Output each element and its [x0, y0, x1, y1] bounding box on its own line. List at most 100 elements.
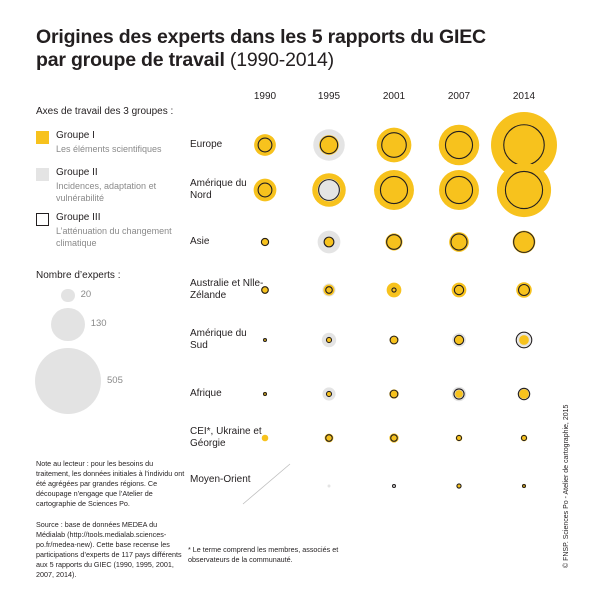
circle-europe-1990-groupe-3 [257, 137, 273, 153]
circle-amerique-du-nord-2001-groupe-1 [374, 170, 414, 210]
circle-afrique-1990-groupe-3 [262, 391, 268, 397]
circle-asie-2001-groupe-3 [386, 234, 402, 250]
circle-amerique-du-nord-2007-groupe-3 [444, 175, 474, 205]
circle-afrique-2007-groupe-3 [453, 388, 465, 400]
circle-amerique-du-nord-1990-groupe-1 [253, 178, 277, 202]
circle-asie-1990-groupe-3 [260, 237, 270, 247]
circle-moyen-orient-2007-groupe-3 [456, 483, 462, 489]
title-line-2-bold: par groupe de travail [36, 49, 225, 71]
circle-australie-et-nlle-zelande-2007-groupe-3 [453, 284, 465, 296]
circle-amerique-du-nord-1995-groupe-3 [318, 179, 340, 201]
legend-item-description: L’atténuation du changement climatique [56, 226, 172, 248]
circle-amerique-du-nord-2001-groupe-3 [379, 175, 409, 205]
source-note: Source : base de données MEDEA du Médial… [36, 520, 182, 579]
size-legend-label-505: 505 [107, 375, 123, 386]
size-legend-label-20: 20 [80, 289, 92, 301]
circle-amerique-du-sud-1995-groupe-3 [325, 336, 333, 344]
circle-australie-et-nlle-zelande-2001-groupe-3 [391, 287, 397, 293]
circle-afrique-2001-groupe-1 [389, 389, 399, 399]
circle-moyen-orient-2001-groupe-3 [391, 483, 397, 489]
circle-europe-1995-groupe-3 [319, 135, 339, 155]
size-legend-label-130: 130 [90, 318, 107, 330]
circle-asie-1995-groupe-3 [323, 236, 335, 248]
circle-afrique-2014-groupe-3 [517, 387, 531, 401]
circle-australie-et-nlle-zelande-1995-groupe-1 [323, 284, 335, 296]
region-label-australie-et-nlle-zelande: Australie et Nlle-Zélande [190, 278, 264, 301]
circle-afrique-2014-groupe-1 [519, 389, 529, 399]
circle-australie-et-nlle-zelande-2014-groupe-3 [517, 283, 531, 297]
year-label-2007: 2007 [447, 91, 471, 102]
circle-moyen-orient-2007-groupe-1 [456, 483, 462, 489]
circle-amerique-du-sud-1995-groupe-1 [326, 337, 332, 343]
circle-afrique-1995-groupe-1 [326, 391, 332, 397]
circle-amerique-du-sud-2014-groupe-1 [519, 335, 529, 345]
circle-australie-et-nlle-zelande-1995-groupe-3 [325, 286, 333, 294]
circle-amerique-du-nord-2007-groupe-1 [439, 170, 479, 210]
legend-item-name: Groupe III [56, 212, 101, 223]
title-line-1: Origines des experts dans les 5 rapports… [36, 26, 486, 48]
circle-australie-et-nlle-zelande-1990-groupe-3 [261, 286, 269, 294]
region-label-amerique-du-sud: Amérique du Sud [190, 328, 247, 351]
year-label-2014: 2014 [512, 91, 536, 102]
circle-australie-et-nlle-zelande-2001-groupe-1 [386, 282, 402, 298]
circle-australie-et-nlle-zelande-1990-groupe-1 [261, 286, 269, 294]
circle-europe-1995-groupe-1 [319, 135, 339, 155]
circle-asie-1990-groupe-1 [260, 237, 270, 247]
circle-amerique-du-sud-2007-groupe-3 [453, 334, 465, 346]
circle-cei-ukraine-et-georgie-1990-groupe-1 [261, 434, 269, 442]
circle-amerique-du-sud-1990-groupe-3 [262, 337, 268, 343]
circle-afrique-1995-groupe-3 [325, 390, 333, 398]
circle-asie-1995-groupe-1 [324, 237, 334, 247]
circle-amerique-du-nord-2014-groupe-1 [496, 162, 552, 218]
circle-moyen-orient-2014-groupe-3 [521, 483, 527, 489]
circle-cei-ukraine-et-georgie-2014-groupe-3 [520, 434, 528, 442]
circle-amerique-du-sud-2014-groupe-3 [515, 331, 533, 349]
circle-europe-2014-groupe-1 [491, 112, 557, 178]
circle-afrique-2001-groupe-3 [389, 389, 399, 399]
circle-amerique-du-sud-2001-groupe-1 [389, 335, 399, 345]
legend-heading: Axes de travail des 3 groupes : [36, 106, 174, 117]
circle-amerique-du-sud-2001-groupe-3 [389, 335, 399, 345]
circle-cei-ukraine-et-georgie-2001-groupe-3 [390, 434, 398, 442]
size-legend-circle-505 [35, 348, 101, 414]
size-legend-circle-20 [61, 288, 75, 302]
circle-asie-2014-groupe-3 [513, 231, 535, 253]
circle-europe-1990-groupe-1 [254, 134, 276, 156]
region-label-asie: Asie [190, 236, 210, 247]
circle-asie-2014-groupe-1 [512, 230, 536, 254]
reader-note: Note au lecteur : pour les besoins du tr… [36, 459, 185, 508]
circle-europe-2007-groupe-1 [438, 124, 480, 166]
region-label-europe: Europe [190, 139, 223, 150]
circle-asie-2007-groupe-3 [450, 233, 468, 251]
region-label-afrique: Afrique [190, 388, 222, 399]
circle-europe-2001-groupe-3 [381, 132, 407, 158]
region-label-cei-ukraine-et-georgie: CEI*, Ukraine et Géorgie [190, 426, 262, 449]
size-legend-heading: Nombre d’experts : [36, 270, 121, 281]
legend-item-name: Groupe II [56, 167, 98, 178]
year-label-1995: 1995 [317, 91, 341, 102]
legend-item-description: Incidences, adaptation et vulnérabilité [56, 181, 157, 203]
no-data-slash [242, 463, 291, 505]
circle-cei-ukraine-et-georgie-1995-groupe-3 [325, 434, 333, 442]
groupe-2-swatch [36, 168, 49, 181]
circle-cei-ukraine-et-georgie-2007-groupe-3 [455, 434, 463, 442]
circle-asie-2001-groupe-1 [385, 233, 403, 251]
circle-amerique-du-sud-2007-groupe-1 [454, 335, 464, 345]
footnote: * Le terme comprend les membres, associé… [188, 545, 339, 564]
legend-item-name: Groupe I [56, 130, 95, 141]
circle-amerique-du-nord-1995-groupe-2 [317, 178, 341, 202]
title-line-2-plain: (1990-2014) [224, 49, 334, 71]
region-label-moyen-orient: Moyen-Orient [190, 474, 251, 485]
circle-amerique-du-nord-2014-groupe-3 [504, 170, 544, 210]
circle-afrique-2007-groupe-1 [455, 390, 463, 398]
groupe-3-swatch [36, 213, 49, 226]
year-label-1990: 1990 [253, 91, 277, 102]
circle-europe-2007-groupe-3 [444, 130, 474, 160]
circle-amerique-du-nord-1990-groupe-3 [257, 182, 273, 198]
chart-title: Origines des experts dans les 5 rapports… [36, 26, 556, 72]
year-label-2001: 2001 [382, 91, 406, 102]
groupe-1-swatch [36, 131, 49, 144]
legend-item-description: Les éléments scientifiques [56, 144, 162, 154]
circle-moyen-orient-1995-groupe-2 [327, 484, 331, 488]
circle-asie-2007-groupe-1 [449, 232, 469, 252]
